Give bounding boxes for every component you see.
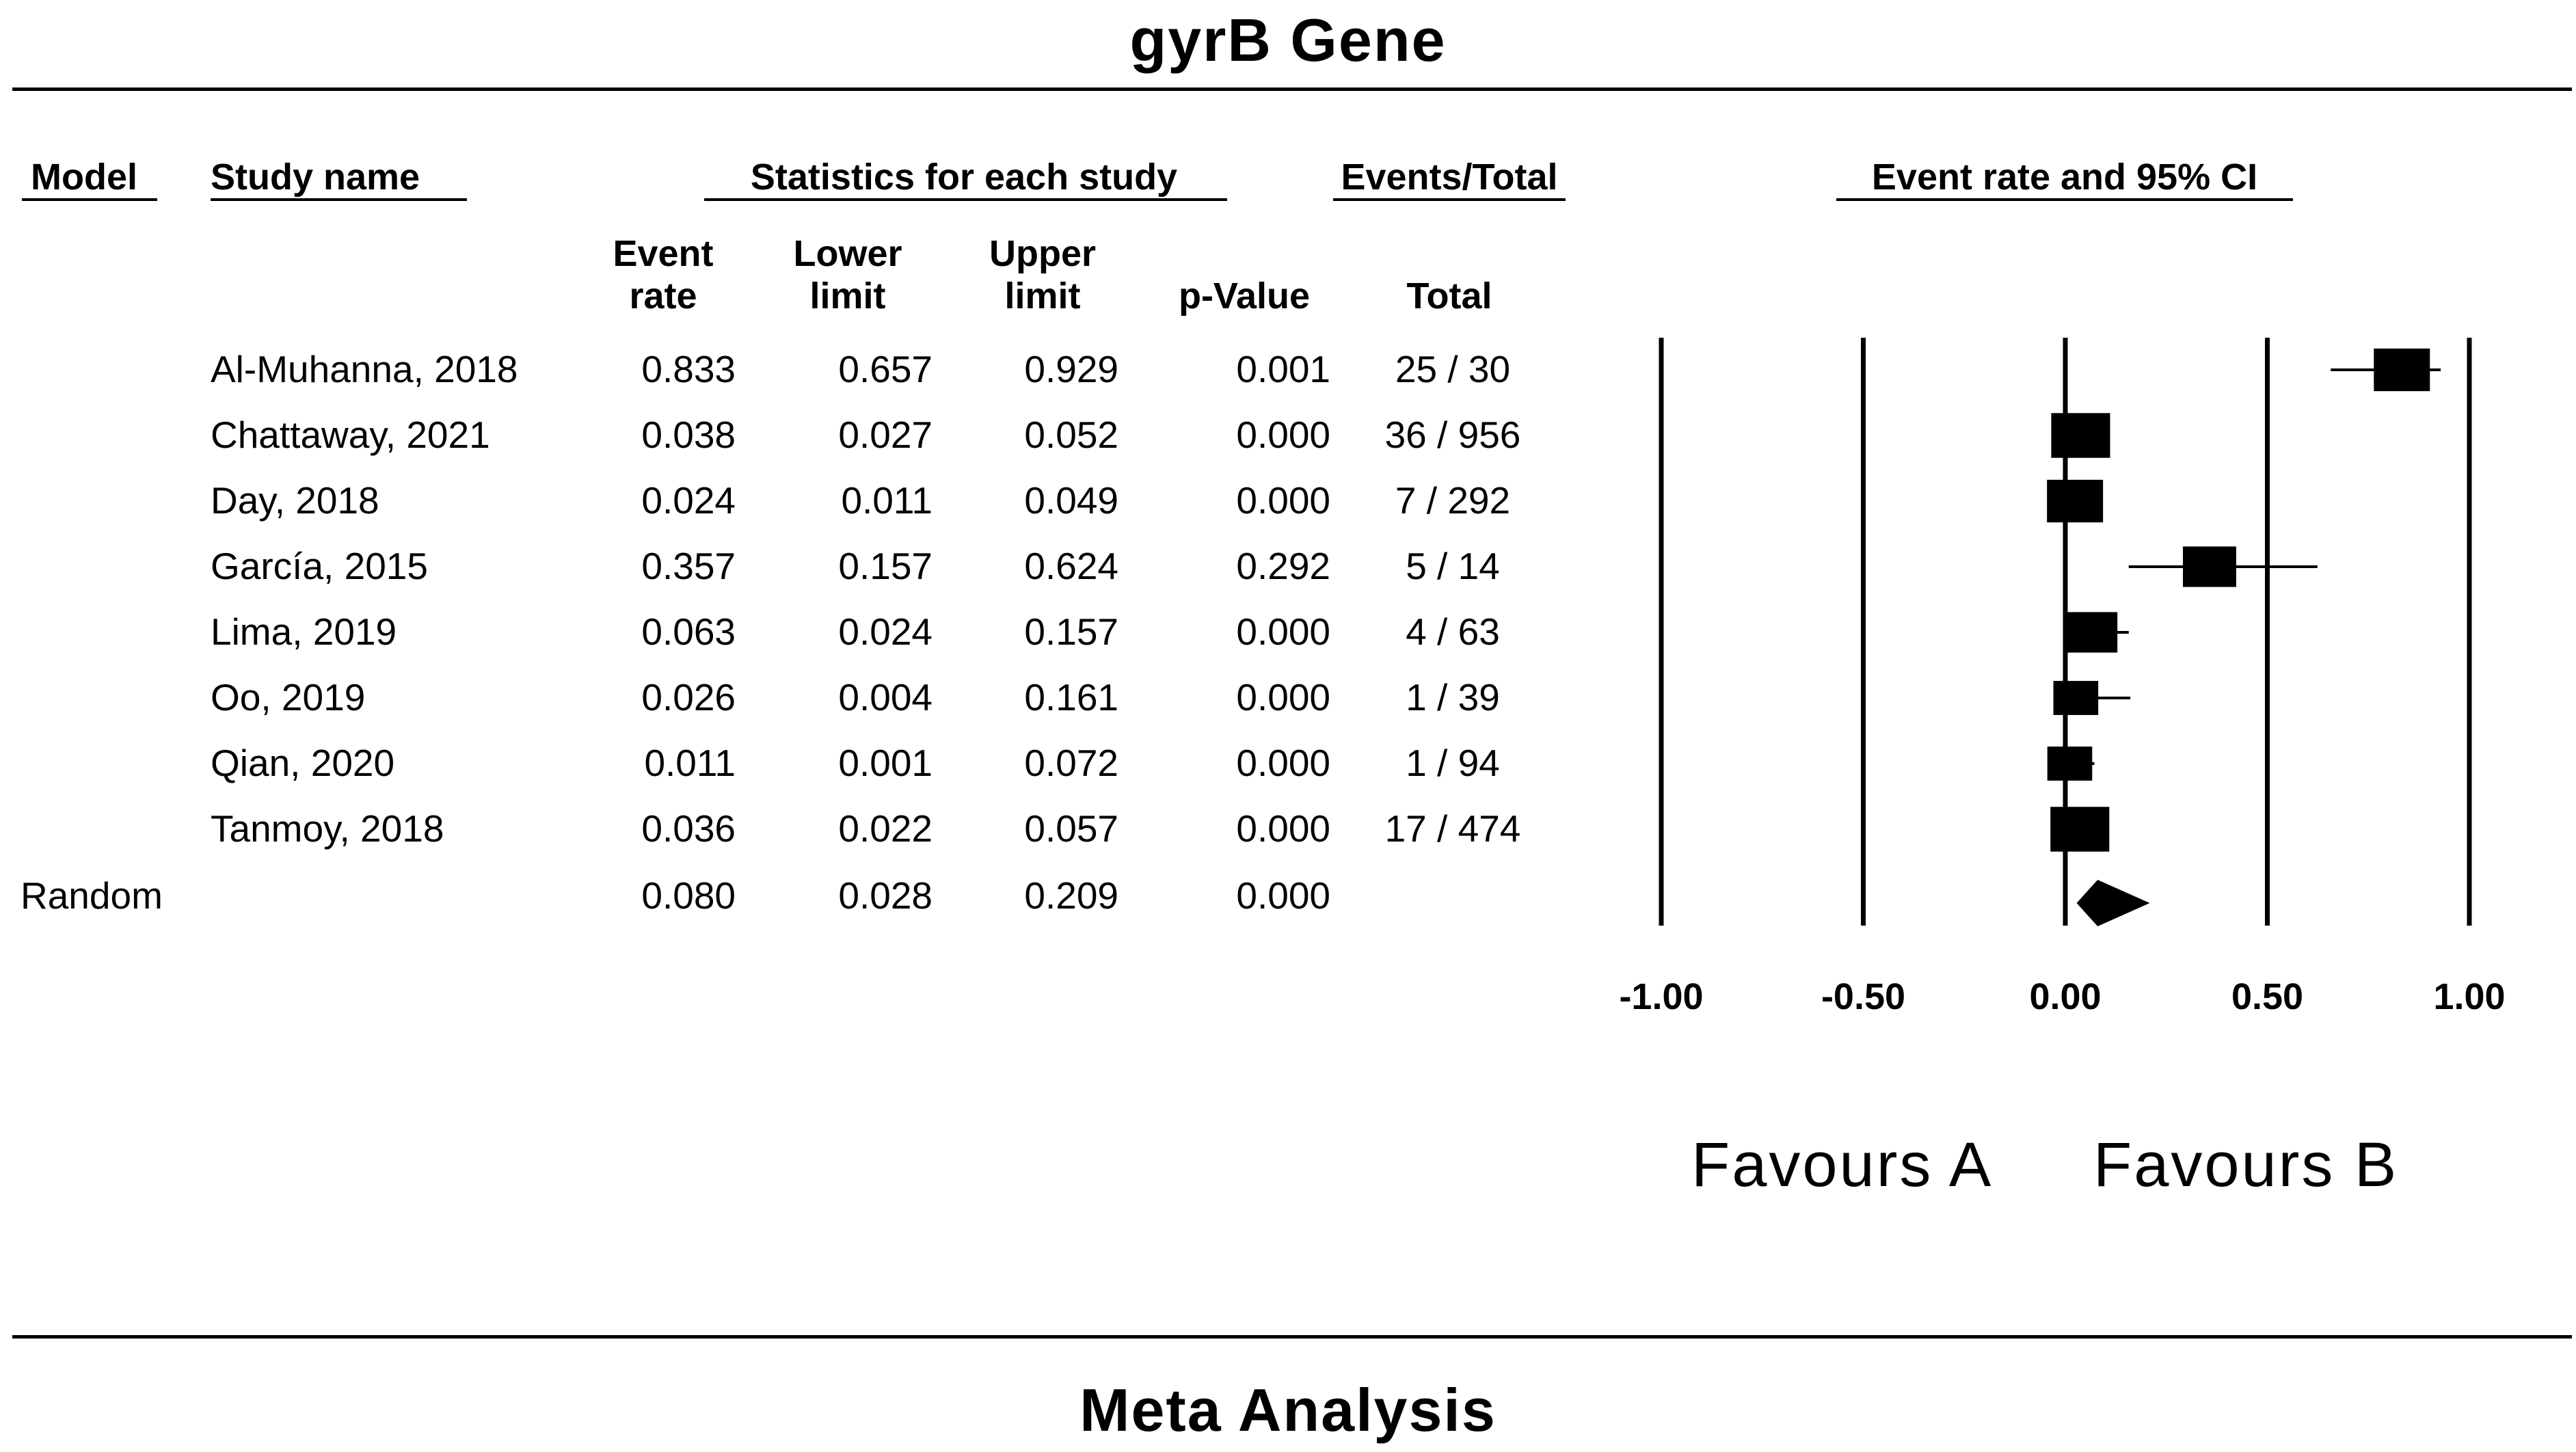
top-rule — [12, 88, 2572, 91]
row-total: 1 / 39 — [1406, 676, 1500, 718]
row-p-value: 0.000 — [1236, 479, 1330, 522]
row-event-rate: 0.357 — [641, 545, 736, 587]
summary-lower: 0.028 — [838, 874, 933, 917]
row-event-rate: 0.011 — [644, 742, 736, 784]
x-tick-label: 0.00 — [2029, 976, 2101, 1017]
subheader-upper-limit: Upper limit — [989, 233, 1096, 317]
header-study-underline — [211, 198, 467, 201]
row-study-name: Lima, 2019 — [211, 610, 397, 653]
row-lower-limit: 0.657 — [838, 348, 933, 390]
row-total: 4 / 63 — [1406, 610, 1500, 653]
row-lower-limit: 0.157 — [838, 545, 933, 587]
header-model-underline — [22, 198, 157, 201]
row-lower-limit: 0.011 — [841, 479, 933, 522]
row-total: 7 / 292 — [1395, 479, 1511, 522]
row-p-value: 0.000 — [1236, 807, 1330, 850]
subheader-lower-limit: Lower limit — [793, 233, 902, 317]
row-upper-limit: 0.624 — [1024, 545, 1118, 587]
effect-square — [2047, 747, 2093, 781]
row-upper-limit: 0.157 — [1024, 610, 1118, 653]
row-study-name: Qian, 2020 — [211, 742, 395, 784]
chart-title: gyrB Gene — [1129, 6, 1447, 74]
x-tick-label: -1.00 — [1619, 976, 1703, 1017]
bottom-rule — [12, 1335, 2572, 1339]
header-model: Model — [31, 157, 137, 198]
favours-b-label: Favours B — [2093, 1130, 2399, 1200]
row-event-rate: 0.024 — [641, 479, 736, 522]
row-event-rate: 0.026 — [641, 676, 736, 718]
row-upper-limit: 0.057 — [1024, 807, 1118, 850]
subheader-total: Total — [1406, 275, 1492, 317]
x-tick-label: -0.50 — [1821, 976, 1905, 1017]
row-total: 25 / 30 — [1395, 348, 1511, 390]
header-events-underline — [1333, 198, 1566, 201]
subheader-p-value: p-Value — [1178, 275, 1311, 317]
row-study-name: Day, 2018 — [211, 479, 379, 522]
effect-square — [2053, 681, 2099, 715]
header-statistics: Statistics for each study — [750, 157, 1178, 198]
row-upper-limit: 0.072 — [1024, 742, 1118, 784]
header-study-name: Study name — [211, 157, 420, 198]
row-event-rate: 0.833 — [641, 348, 736, 390]
row-study-name: García, 2015 — [211, 545, 428, 587]
favours-a-label: Favours A — [1691, 1130, 1994, 1200]
row-total: 17 / 474 — [1384, 807, 1521, 850]
row-lower-limit: 0.022 — [838, 807, 933, 850]
row-upper-limit: 0.161 — [1024, 676, 1118, 718]
header-statistics-underline — [704, 198, 1227, 201]
summary-rate: 0.080 — [641, 874, 736, 917]
summary-upper: 0.209 — [1024, 874, 1118, 917]
row-upper-limit: 0.049 — [1024, 479, 1118, 522]
row-lower-limit: 0.001 — [838, 742, 933, 784]
row-total: 1 / 94 — [1406, 742, 1500, 784]
x-tick-label: 1.00 — [2433, 976, 2505, 1017]
subheader-event-rate: Event rate — [613, 233, 714, 317]
effect-square — [2374, 348, 2430, 392]
row-event-rate: 0.038 — [641, 414, 736, 456]
row-p-value: 0.001 — [1236, 348, 1330, 390]
row-p-value: 0.292 — [1236, 545, 1330, 587]
row-study-name: Oo, 2019 — [211, 676, 366, 718]
effect-square — [2183, 546, 2236, 587]
row-upper-limit: 0.052 — [1024, 414, 1118, 456]
row-p-value: 0.000 — [1236, 676, 1330, 718]
row-lower-limit: 0.027 — [838, 414, 933, 456]
header-events-total: Events/Total — [1341, 157, 1558, 198]
row-event-rate: 0.063 — [641, 610, 736, 653]
row-study-name: Tanmoy, 2018 — [211, 807, 444, 850]
row-p-value: 0.000 — [1236, 414, 1330, 456]
footer-title: Meta Analysis — [1079, 1376, 1497, 1444]
x-tick-label: 0.50 — [2231, 976, 2303, 1017]
row-study-name: Al-Muhanna, 2018 — [211, 348, 518, 390]
effect-square — [2064, 612, 2118, 653]
row-total: 36 / 956 — [1384, 414, 1521, 456]
row-total: 5 / 14 — [1406, 545, 1500, 587]
effect-square — [2051, 413, 2110, 458]
row-event-rate: 0.036 — [641, 807, 736, 850]
summary-p: 0.000 — [1236, 874, 1330, 917]
row-p-value: 0.000 — [1236, 610, 1330, 653]
row-study-name: Chattaway, 2021 — [211, 414, 490, 456]
summary-model: Random — [21, 874, 163, 917]
header-plot-underline — [1836, 198, 2293, 201]
effect-square — [2050, 807, 2110, 852]
row-lower-limit: 0.024 — [838, 610, 933, 653]
effect-square — [2047, 479, 2104, 523]
header-plot: Event rate and 95% CI — [1871, 157, 2258, 198]
row-upper-limit: 0.929 — [1024, 348, 1118, 390]
row-p-value: 0.000 — [1236, 742, 1330, 784]
row-lower-limit: 0.004 — [838, 676, 933, 718]
pooled-diamond — [2076, 880, 2150, 926]
